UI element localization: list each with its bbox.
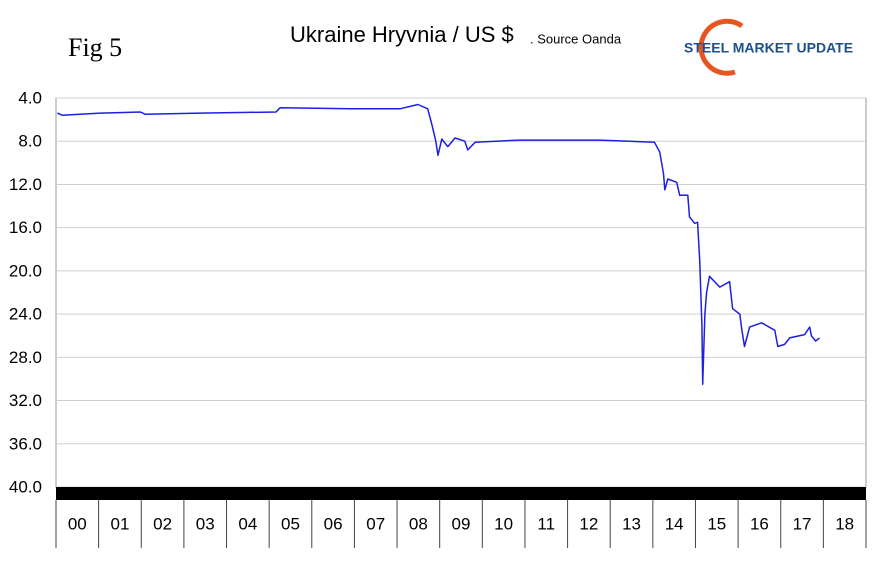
chart-title: Ukraine Hryvnia / US $ [290, 22, 514, 47]
x-tick-label: 03 [196, 514, 215, 533]
x-tick-label: 01 [110, 514, 129, 533]
y-tick-label: 4.0 [18, 88, 42, 107]
x-tick-label: 15 [707, 514, 726, 533]
y-tick-label: 24.0 [9, 305, 42, 324]
y-tick-label: 16.0 [9, 218, 42, 237]
chart-subtitle: . Source Oanda [530, 31, 622, 46]
logo-swoosh [698, 18, 744, 76]
x-tick-label: 11 [537, 514, 555, 533]
x-tick-label: 16 [750, 514, 769, 533]
y-tick-label: 28.0 [9, 348, 42, 367]
x-tick-label: 12 [579, 514, 598, 533]
axis-bar [56, 487, 866, 500]
logo-text: STEEL MARKET UPDATE [684, 40, 853, 56]
logo: STEEL MARKET UPDATE [684, 18, 853, 76]
plot-area [55, 97, 867, 488]
x-tick-label: 18 [835, 514, 854, 533]
y-tick-label: 20.0 [9, 261, 42, 280]
x-tick-label: 09 [452, 514, 471, 533]
x-tick-label: 02 [153, 514, 172, 533]
y-tick-label: 40.0 [9, 477, 42, 496]
y-tick-label: 8.0 [18, 132, 42, 151]
x-tick-label: 08 [409, 514, 428, 533]
x-tick-label: 00 [68, 514, 87, 533]
y-tick-label: 36.0 [9, 434, 42, 453]
data-line [57, 103, 820, 386]
x-tick-label: 04 [238, 514, 257, 533]
x-tick-label: 10 [494, 514, 513, 533]
y-tick-label: 32.0 [9, 391, 42, 410]
y-tick-label: 12.0 [9, 175, 42, 194]
x-tick-label: 13 [622, 514, 641, 533]
x-tick-label: 06 [324, 514, 343, 533]
x-tick-label: 07 [366, 514, 385, 533]
x-tick-label: 05 [281, 514, 300, 533]
x-tick-label: 17 [793, 514, 812, 533]
figure-label: Fig 5 [68, 33, 122, 62]
x-tick-label: 14 [665, 514, 684, 533]
